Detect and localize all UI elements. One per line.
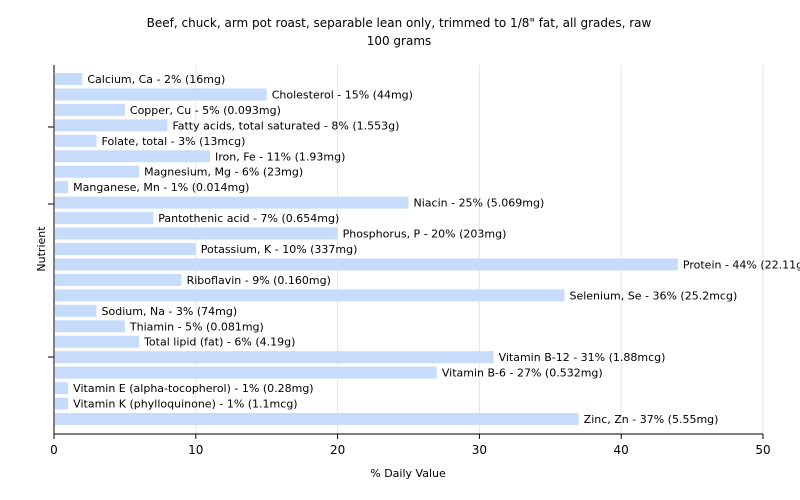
bar-label: Vitamin B-12 - 31% (1.88mcg): [499, 351, 666, 364]
bar-label: Phosphorus, P - 20% (203mg): [343, 228, 507, 241]
bar-label: Total lipid (fat) - 6% (4.19g): [143, 336, 295, 349]
bar-label: Thiamin - 5% (0.081mg): [129, 320, 264, 333]
bar: [55, 88, 267, 101]
bars: [55, 73, 678, 425]
x-tick-label: 20: [330, 443, 345, 457]
bar-label: Selenium, Se - 36% (25.2mcg): [569, 289, 737, 302]
x-tick-label: 30: [472, 443, 487, 457]
bar-labels: Calcium, Ca - 2% (16mg) Cholesterol - 15%…: [73, 73, 800, 426]
bar-label: Sodium, Na - 3% (74mg): [102, 305, 238, 318]
x-tick-label: 0: [50, 443, 58, 457]
bar: [55, 165, 140, 178]
y-axis-title: Nutrient: [35, 226, 48, 272]
bar: [55, 103, 125, 116]
bar-label: Fatty acids, total saturated - 8% (1.553…: [172, 119, 399, 132]
bar: [55, 119, 168, 132]
bar-label: Calcium, Ca - 2% (16mg): [87, 73, 225, 86]
x-axis-ticks: 0 10 20 30 40 50: [50, 434, 771, 457]
bar: [55, 397, 69, 410]
x-tick-label: 50: [755, 443, 770, 457]
bar: [55, 382, 69, 395]
chart-subtitle: 100 grams: [367, 34, 432, 48]
bar-label: Iron, Fe - 11% (1.93mg): [215, 150, 345, 163]
bar-label: Riboflavin - 9% (0.160mg): [187, 274, 331, 287]
bar-label: Protein - 44% (22.11g): [683, 258, 800, 271]
y-axis-ticks: [48, 126, 54, 358]
bar: [55, 351, 494, 364]
bar: [55, 73, 83, 85]
bar-label: Vitamin E (alpha-tocopherol) - 1% (0.28m…: [73, 382, 313, 395]
bar: [55, 366, 437, 379]
bar-label: Pantothenic acid - 7% (0.654mg): [158, 212, 339, 225]
bar: [55, 181, 69, 194]
bar: [55, 273, 182, 286]
bar: [55, 320, 125, 333]
bar-label: Niacin - 25% (5.069mg): [414, 197, 545, 210]
x-tick-label: 10: [188, 443, 203, 457]
bar-label: Vitamin K (phylloquinone) - 1% (1.1mcg): [73, 398, 297, 411]
bar-label: Manganese, Mn - 1% (0.014mg): [73, 181, 249, 194]
bar: [55, 413, 579, 425]
bar: [55, 134, 97, 147]
bar-label: Vitamin B-6 - 27% (0.532mg): [442, 367, 603, 380]
bar-label: Copper, Cu - 5% (0.093mg): [130, 104, 281, 117]
x-tick-label: 40: [614, 443, 629, 457]
bar-label: Zinc, Zn - 37% (5.55mg): [584, 413, 719, 426]
bar: [55, 335, 140, 348]
bar: [55, 150, 210, 163]
bar-label: Cholesterol - 15% (44mg): [272, 88, 413, 101]
bar-label: Folate, total - 3% (13mcg): [102, 135, 246, 148]
bar: [55, 243, 196, 255]
bar-label: Magnesium, Mg - 6% (23mg): [144, 166, 303, 179]
chart-title: Beef, chuck, arm pot roast, separable le…: [147, 16, 652, 30]
bar: [55, 304, 97, 317]
bar: [55, 227, 338, 240]
bar: [55, 258, 678, 271]
bar-label: Potassium, K - 10% (337mg): [201, 243, 358, 256]
bar: [55, 212, 154, 225]
bar: [55, 289, 565, 302]
bar: [55, 196, 409, 209]
x-axis-title: % Daily Value: [370, 467, 446, 480]
